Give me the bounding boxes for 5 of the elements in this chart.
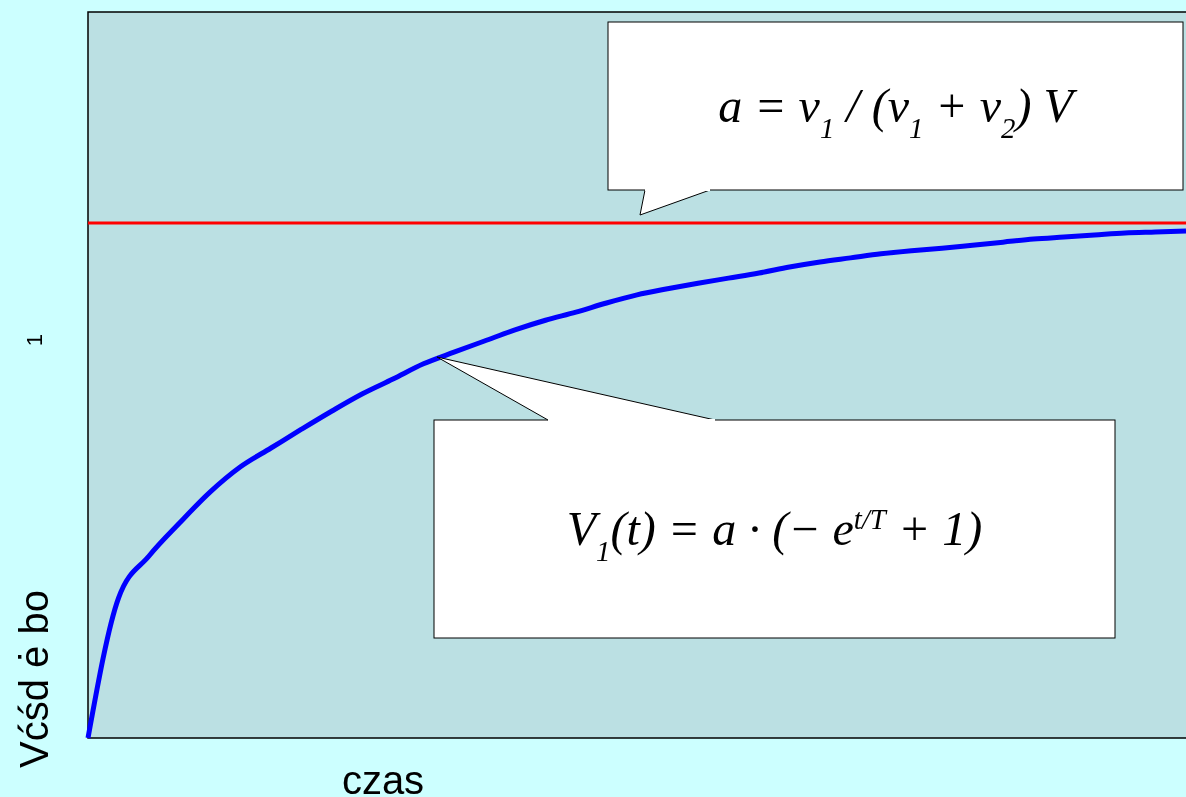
text: 1	[22, 333, 47, 347]
annotation: V$_{1}$(t) = a · (− e$^{t/T}$ + 1)	[566, 502, 983, 567]
text: a = v$_{1}$ / (v$_{1}$ + v$_{2}$) V	[718, 79, 1078, 144]
x-axis-title: czas	[341, 758, 425, 797]
y-axis-title: Vćśd ė bo	[12, 590, 56, 768]
